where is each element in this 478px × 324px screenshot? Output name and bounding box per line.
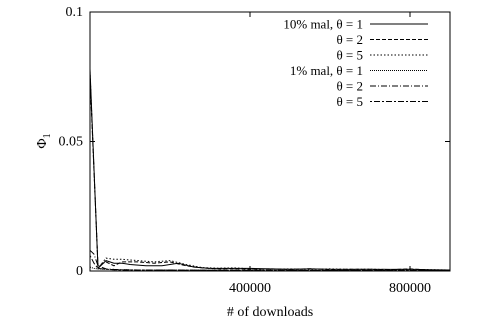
y-axis-label: Φ1 <box>35 133 53 148</box>
y-tick-label: 0.1 <box>66 5 84 20</box>
x-tick-label: 800000 <box>389 281 431 296</box>
y-tick-label: 0 <box>76 264 83 279</box>
series-lines <box>89 68 451 271</box>
series-line <box>89 76 450 271</box>
axis-ticks: 0 0.05 0.1 400000 800000 <box>59 5 450 296</box>
y-tick-label: 0.05 <box>59 135 84 150</box>
series-line <box>89 68 451 271</box>
legend-label: 10% mal, θ = 1 <box>283 17 363 32</box>
legend-label: θ = 2 <box>336 32 363 47</box>
legend-label: θ = 5 <box>336 94 363 109</box>
x-axis-label: # of downloads <box>227 305 313 320</box>
plot-frame <box>89 11 451 272</box>
series-line <box>89 249 450 271</box>
y-axis-label-subscript: 1 <box>42 133 53 138</box>
series-line <box>89 255 450 271</box>
legend: 10% mal, θ = 1θ = 2θ = 51% mal, θ = 1θ =… <box>283 17 428 109</box>
legend-label: θ = 5 <box>336 48 363 63</box>
y-axis-label-main: Φ <box>35 138 50 148</box>
legend-label: θ = 2 <box>336 79 363 94</box>
legend-label: 1% mal, θ = 1 <box>290 63 363 78</box>
x-tick-label: 400000 <box>229 281 271 296</box>
